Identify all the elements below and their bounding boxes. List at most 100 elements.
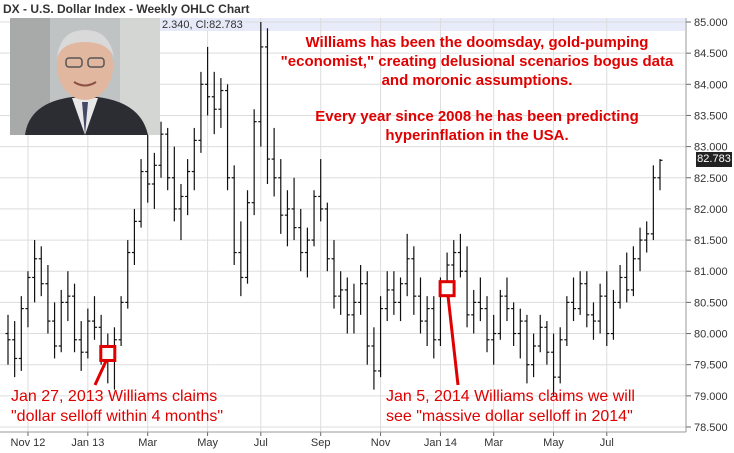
- x-tick-label: Jan 13: [71, 437, 104, 449]
- ohlc-bar: [251, 109, 257, 216]
- ohlc-bar: [205, 46, 211, 116]
- y-tick-label: 82.500: [694, 173, 728, 185]
- ohlc-bar: [564, 296, 570, 346]
- ohlc-bar: [138, 159, 144, 228]
- annotation-arrows: [93, 296, 460, 386]
- portrait-photo: [10, 18, 160, 135]
- ohlc-bar: [18, 296, 24, 371]
- ohlc-bar: [258, 22, 264, 147]
- annotation-left: Jan 27, 2013 Williams claims "dollar sel…: [11, 387, 223, 427]
- ohlc-bar: [32, 240, 38, 303]
- ohlc-bar: [198, 71, 204, 153]
- ohlc-bar: [72, 283, 78, 353]
- y-tick-label: 80.000: [694, 329, 728, 341]
- ohlc-bar: [391, 271, 397, 315]
- ohlc-bar: [264, 28, 270, 184]
- x-tick-label: Jul: [600, 437, 614, 449]
- ohlc-bar: [165, 127, 171, 191]
- ohlc-bar: [531, 333, 537, 378]
- ohlc-bar: [577, 271, 583, 315]
- annotation-markers: [99, 280, 456, 362]
- x-tick-label: Mar: [484, 437, 503, 449]
- portrait-illustration: [10, 18, 160, 135]
- x-tick-label: May: [197, 437, 218, 449]
- x-tick-label: Nov 12: [11, 437, 46, 449]
- ohlc-bar: [218, 78, 224, 128]
- ohlc-bar: [590, 302, 596, 340]
- x-tick-label: Nov: [371, 437, 391, 449]
- ohlc-bar: [271, 127, 277, 197]
- ohlc-bar: [158, 121, 164, 178]
- ohlc-bar: [404, 233, 410, 297]
- ohlc-bar: [125, 240, 131, 309]
- ohlc-bar: [245, 190, 251, 284]
- ohlc-bar: [597, 283, 603, 334]
- ohlc-bar: [358, 265, 364, 315]
- ohlc-bar: [171, 146, 177, 222]
- ohlc-bar: [551, 333, 557, 396]
- ohlc-bar: [537, 314, 543, 353]
- ohlc-bar: [491, 314, 497, 365]
- ohlc-bar: [25, 271, 31, 328]
- x-tick-label: Jul: [254, 437, 268, 449]
- ohlc-bar: [304, 227, 310, 278]
- ohlc-bar: [145, 134, 151, 203]
- ohlc-bar: [524, 314, 530, 384]
- ohlc-bar: [431, 296, 437, 359]
- ohlc-bar: [504, 277, 510, 322]
- ohlc-bar: [417, 277, 423, 334]
- y-tick-label: 79.500: [694, 360, 728, 372]
- ohlc-bar: [571, 277, 577, 322]
- ohlc-bar: [371, 327, 377, 390]
- annotation-left-line-2: "dollar selloff within 4 months": [11, 408, 224, 425]
- ohlc-bar: [311, 190, 317, 247]
- ohlc-bar: [378, 296, 384, 378]
- ohlc-bar: [517, 308, 523, 359]
- annotation-marker: [438, 280, 456, 298]
- ohlc-bar: [497, 289, 503, 340]
- ohlc-bar: [318, 159, 324, 222]
- ohlc-bar: [131, 208, 137, 265]
- ohlc-bar: [65, 271, 71, 322]
- x-tick-label: May: [543, 437, 564, 449]
- ohlc-bar: [344, 277, 350, 334]
- x-axis: Nov 12 Jan 13 Mar May Jul Sep Nov Jan 14 Mar May J…: [11, 432, 614, 449]
- annotation-left-line-1: Jan 27, 2013 Williams claims: [11, 388, 218, 405]
- annotation-right-line-1: Jan 5, 2014 Williams claims we will: [386, 388, 635, 405]
- ohlc-bar: [45, 265, 51, 334]
- ohlc-bar: [411, 246, 417, 315]
- annotation-right-line-2: see "massive dollar selloff in 2014": [386, 408, 633, 425]
- y-tick-label: 85.000: [694, 17, 728, 29]
- chart-title: DX - U.S. Dollar Index - Weekly OHLC Cha…: [3, 2, 250, 16]
- ohlc-bar: [464, 246, 470, 328]
- y-tick-label: 79.000: [694, 391, 728, 403]
- annotation-marker: [99, 344, 117, 362]
- ohlc-bar: [331, 240, 337, 309]
- ohlc-bar: [78, 321, 84, 371]
- y-tick-label: 81.500: [694, 235, 728, 247]
- ohlc-bar: [278, 159, 284, 234]
- ohlc-bar: [624, 252, 630, 303]
- ohlc-bar: [225, 84, 231, 191]
- ohlc-bar: [338, 271, 344, 315]
- ohlc-bar: [457, 233, 463, 278]
- y-tick-label: 82.000: [694, 204, 728, 216]
- annotation-right: Jan 5, 2014 Williams claims we will see …: [386, 387, 635, 427]
- ohlc-bar: [351, 283, 357, 334]
- ohlc-bar: [557, 327, 563, 384]
- ohlc-bar: [617, 265, 623, 309]
- ohlc-bar: [324, 202, 330, 272]
- y-tick-label: 84.000: [694, 79, 728, 91]
- y-tick-label: 84.500: [694, 48, 728, 60]
- ohlc-bar: [231, 165, 237, 265]
- ohlc-bar: [657, 159, 663, 191]
- ohlc-bar: [85, 308, 91, 359]
- x-tick-label: Mar: [138, 437, 157, 449]
- ohlc-bar: [471, 289, 477, 334]
- title-bar: [0, 0, 734, 18]
- y-tick-label: 83.000: [694, 142, 728, 154]
- y-tick-label: 81.000: [694, 266, 728, 278]
- ohlc-bar: [12, 321, 18, 378]
- ohlc-readout: 2.340, Cl:82.783: [160, 19, 245, 31]
